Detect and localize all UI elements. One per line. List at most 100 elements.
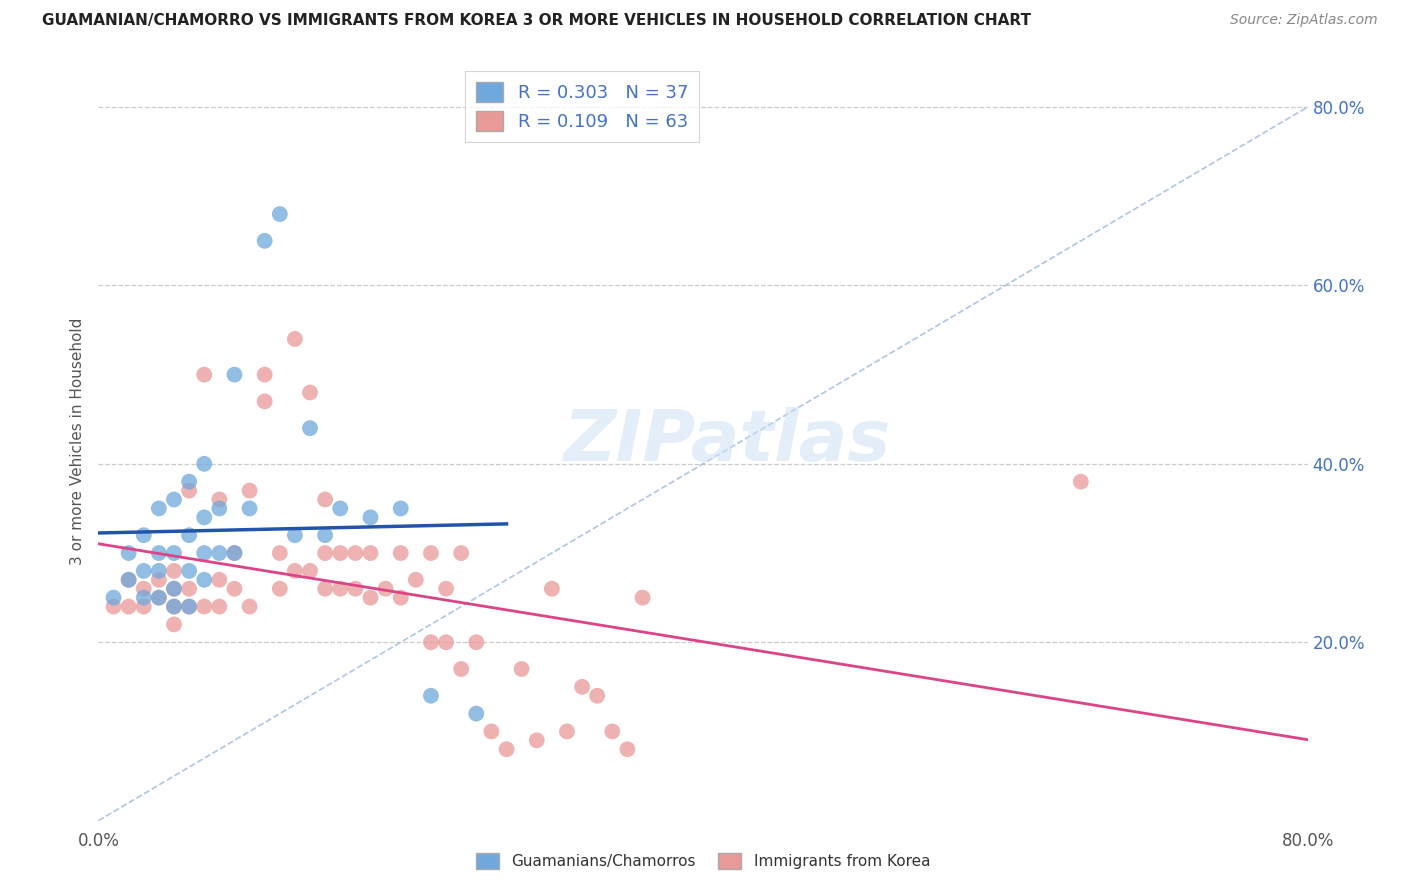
Text: ZIPatlas: ZIPatlas [564, 407, 891, 476]
Point [450, 546, 472, 560]
Point [284, 564, 307, 578]
Point [420, 689, 443, 703]
Point [224, 546, 246, 560]
Point [179, 599, 201, 614]
Point [163, 582, 186, 596]
Point [179, 483, 201, 498]
Point [132, 599, 155, 614]
Point [132, 591, 155, 605]
Point [193, 457, 215, 471]
Point [224, 546, 246, 560]
Point [389, 591, 412, 605]
Point [586, 689, 609, 703]
Point [163, 546, 186, 560]
Point [132, 582, 155, 596]
Point [299, 564, 322, 578]
Point [239, 501, 262, 516]
Point [253, 368, 276, 382]
Point [481, 724, 503, 739]
Point [118, 573, 141, 587]
Point [224, 582, 246, 596]
Point [555, 724, 578, 739]
Point [602, 724, 624, 739]
Point [269, 546, 291, 560]
Y-axis label: 3 or more Vehicles in Household: 3 or more Vehicles in Household [69, 318, 84, 566]
Point [510, 662, 533, 676]
Point [148, 501, 170, 516]
Point [179, 475, 201, 489]
Point [193, 546, 215, 560]
Point [389, 501, 412, 516]
Point [405, 573, 427, 587]
Point [132, 528, 155, 542]
Point [1070, 475, 1092, 489]
Point [540, 582, 562, 596]
Point [148, 564, 170, 578]
Point [224, 368, 246, 382]
Point [571, 680, 593, 694]
Point [208, 492, 231, 507]
Point [284, 528, 307, 542]
Point [179, 599, 201, 614]
Point [163, 599, 186, 614]
Point [118, 599, 141, 614]
Point [420, 635, 443, 649]
Point [329, 546, 352, 560]
Point [299, 421, 322, 435]
Point [193, 368, 215, 382]
Point [465, 635, 488, 649]
Point [253, 394, 276, 409]
Point [360, 546, 382, 560]
Point [495, 742, 517, 756]
Point [208, 501, 231, 516]
Point [208, 573, 231, 587]
Point [193, 573, 215, 587]
Point [253, 234, 276, 248]
Point [163, 599, 186, 614]
Point [193, 510, 215, 524]
Point [179, 564, 201, 578]
Point [434, 582, 457, 596]
Point [163, 492, 186, 507]
Point [118, 546, 141, 560]
Point [526, 733, 548, 747]
Point [179, 528, 201, 542]
Point [314, 546, 336, 560]
Point [344, 582, 367, 596]
Point [616, 742, 638, 756]
Point [163, 582, 186, 596]
Point [329, 582, 352, 596]
Point [299, 385, 322, 400]
Point [118, 573, 141, 587]
Point [374, 582, 396, 596]
Text: GUAMANIAN/CHAMORRO VS IMMIGRANTS FROM KOREA 3 OR MORE VEHICLES IN HOUSEHOLD CORR: GUAMANIAN/CHAMORRO VS IMMIGRANTS FROM KO… [42, 13, 1031, 29]
Point [239, 599, 262, 614]
Point [450, 662, 472, 676]
Point [314, 528, 336, 542]
Point [163, 564, 186, 578]
Point [103, 591, 125, 605]
Point [344, 546, 367, 560]
Point [420, 546, 443, 560]
Point [314, 582, 336, 596]
Point [208, 599, 231, 614]
Point [163, 617, 186, 632]
Point [103, 599, 125, 614]
Point [239, 483, 262, 498]
Point [208, 546, 231, 560]
Point [148, 591, 170, 605]
Point [389, 546, 412, 560]
Point [193, 599, 215, 614]
Point [132, 564, 155, 578]
Point [360, 591, 382, 605]
Text: Source: ZipAtlas.com: Source: ZipAtlas.com [1230, 13, 1378, 28]
Point [314, 492, 336, 507]
Legend: R = 0.303   N = 37, R = 0.109   N = 63: R = 0.303 N = 37, R = 0.109 N = 63 [465, 71, 699, 142]
Point [284, 332, 307, 346]
Point [360, 510, 382, 524]
Point [148, 591, 170, 605]
Legend: Guamanians/Chamorros, Immigrants from Korea: Guamanians/Chamorros, Immigrants from Ko… [470, 847, 936, 875]
Point [434, 635, 457, 649]
Point [148, 546, 170, 560]
Point [269, 582, 291, 596]
